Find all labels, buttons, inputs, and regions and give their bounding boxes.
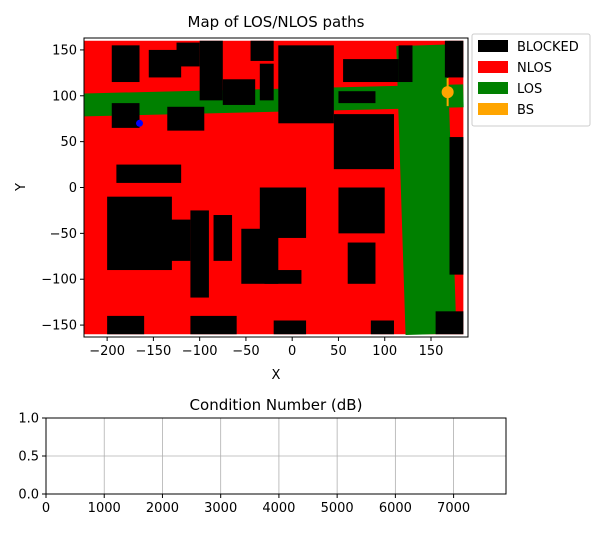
- legend-swatch-blocked: [478, 40, 508, 52]
- blocked-building-0: [111, 45, 140, 83]
- blocked-building-25: [370, 320, 394, 335]
- map-x-tick-label-7: 150: [419, 344, 444, 359]
- map-y-tick-label-6: 150: [52, 43, 77, 58]
- blocked-building-20: [338, 187, 385, 234]
- cn-x-tick-label-6: 6000: [379, 501, 412, 516]
- map-y-tick-label-1: −100: [41, 273, 77, 288]
- blocked-building-4: [111, 103, 140, 128]
- map-y-tick-label-0: −150: [41, 319, 77, 334]
- legend-swatch-bs: [478, 103, 508, 115]
- map-y-tick-label-4: 50: [60, 135, 77, 150]
- legend-label-los: LOS: [517, 82, 542, 97]
- blocked-building-7: [250, 40, 274, 61]
- map-x-tick-label-0: −200: [89, 344, 125, 359]
- cn-x-tick-label-0: 0: [42, 501, 50, 516]
- cn-y-tick-label-2: 1.0: [18, 412, 39, 427]
- cn-x-tick-label-2: 2000: [146, 501, 179, 516]
- map-y-tick-label-3: 0: [69, 181, 77, 196]
- map-y-axis: −150 −100 −50 0 50 100 150: [41, 43, 84, 334]
- blocked-building-2: [176, 42, 200, 67]
- legend-swatch-nlos: [478, 61, 508, 73]
- condition-number-title: Condition Number (dB): [190, 396, 363, 414]
- blocked-building-5: [167, 106, 205, 131]
- blocked-building-9: [116, 164, 182, 183]
- cn-x-tick-label-3: 3000: [204, 501, 237, 516]
- blocked-building-13: [213, 215, 233, 261]
- blocked-building-8: [259, 63, 274, 101]
- legend-label-bs: BS: [517, 103, 534, 118]
- map-layer: [84, 40, 464, 336]
- blocked-building-24: [273, 320, 307, 335]
- condition-number-chart: Condition Number (dB) 0 1000 2000 3000 4000 5…: [18, 396, 507, 516]
- legend-swatch-los: [478, 82, 508, 94]
- map-y-tick-label-5: 100: [52, 89, 77, 104]
- blocked-building-23: [190, 315, 237, 335]
- map-x-tick-label-5: 50: [330, 344, 347, 359]
- cn-x-tick-label-7: 7000: [437, 501, 470, 516]
- los-corridor-1: [396, 44, 457, 336]
- blocked-building-29: [444, 40, 464, 78]
- map-y-tick-label-2: −50: [50, 227, 77, 242]
- cn-x-tick-label-1: 1000: [88, 501, 121, 516]
- blocked-building-19: [338, 91, 376, 104]
- cn-y-tick-label-1: 0.5: [18, 450, 39, 465]
- map-x-axis: −200 −150 −100 −50 0 50 100 150: [89, 337, 443, 359]
- blocked-building-17: [333, 114, 394, 170]
- map-y-axis-label: Y: [14, 183, 29, 192]
- blocked-building-28: [398, 45, 413, 83]
- legend-label-blocked: BLOCKED: [517, 40, 579, 55]
- map-title: Map of LOS/NLOS paths: [188, 13, 365, 31]
- map-legend: BLOCKED NLOS LOS BS: [471, 33, 591, 127]
- blocked-building-30: [449, 137, 464, 275]
- map-x-tick-label-1: −150: [136, 344, 172, 359]
- cn-y-tick-label-0: 0.0: [18, 488, 39, 503]
- map-x-tick-label-2: −100: [182, 344, 218, 359]
- map-x-tick-label-6: 100: [372, 344, 397, 359]
- blocked-building-27: [278, 45, 334, 124]
- blocked-building-11: [153, 219, 191, 261]
- blocked-building-16: [259, 187, 307, 238]
- blocked-building-26: [435, 311, 464, 335]
- condition-number-x-axis: 0 1000 2000 3000 4000 5000 6000 7000: [42, 494, 470, 516]
- legend-label-nlos: NLOS: [517, 61, 552, 76]
- cn-x-tick-label-5: 5000: [321, 501, 354, 516]
- map-x-tick-label-4: 0: [288, 344, 296, 359]
- blocked-building-1: [148, 49, 182, 78]
- cn-x-tick-label-4: 4000: [262, 501, 295, 516]
- condition-number-y-axis: 0.0 0.5 1.0: [18, 412, 46, 503]
- blocked-building-22: [107, 315, 145, 335]
- blocked-building-18: [343, 59, 399, 83]
- base-station-marker: [441, 86, 454, 99]
- user-point: [136, 119, 144, 127]
- map-chart: Map of LOS/NLOS paths −200 −150 −100 −50 0 50…: [14, 13, 469, 383]
- blocked-building-12: [190, 210, 209, 298]
- map-x-tick-label-3: −50: [232, 344, 259, 359]
- blocked-building-6: [222, 79, 256, 105]
- blocked-building-3: [199, 40, 223, 101]
- blocked-building-21: [347, 242, 376, 284]
- map-x-axis-label: X: [272, 368, 281, 383]
